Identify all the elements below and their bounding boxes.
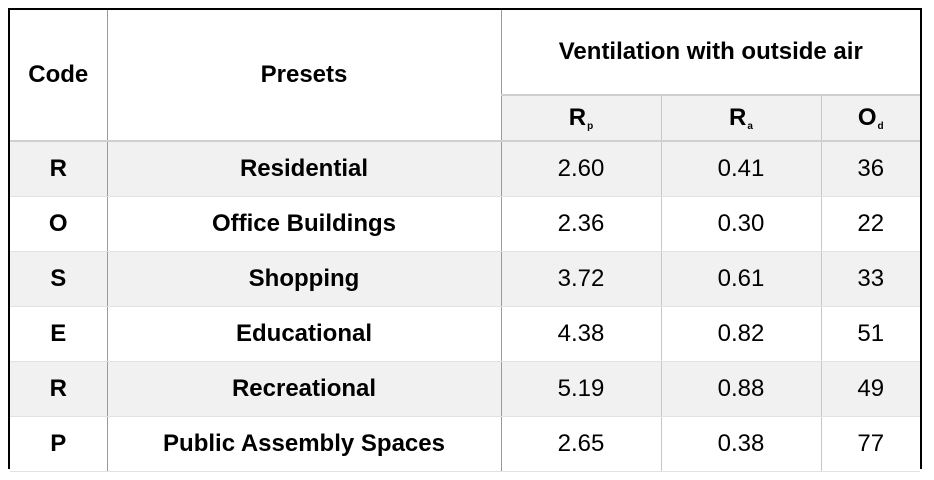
ra-cell: 0.88: [661, 361, 822, 417]
presets-header: Presets: [107, 10, 502, 142]
rp-header-subscript: p: [587, 121, 594, 132]
table-row: R Residential 2.60 0.41 36: [10, 141, 921, 197]
rp-cell: 2.65: [501, 416, 662, 472]
code-cell: E: [10, 306, 108, 362]
code-cell: O: [10, 196, 108, 252]
code-cell: S: [10, 251, 108, 307]
od-cell: 49: [821, 361, 921, 417]
ra-header-subscript: a: [747, 121, 753, 132]
code-cell: R: [10, 361, 108, 417]
table-row: S Shopping 3.72 0.61 33: [10, 251, 921, 307]
header-row: Code Presets Ventilation with outside ai…: [10, 10, 921, 142]
ra-cell: 0.38: [661, 416, 822, 472]
ventilation-table: Code Presets Ventilation with outside ai…: [10, 10, 921, 472]
od-cell: 33: [821, 251, 921, 307]
ra-header-letter: R: [729, 104, 747, 131]
ventilation-group-header: Ventilation with outside air: [501, 10, 921, 96]
rp-cell: 3.72: [501, 251, 662, 307]
rp-cell: 4.38: [501, 306, 662, 362]
preset-cell: Residential: [107, 141, 502, 197]
rp-cell: 5.19: [501, 361, 662, 417]
table-row: P Public Assembly Spaces 2.65 0.38 77: [10, 416, 921, 472]
od-cell: 51: [821, 306, 921, 362]
preset-cell: Public Assembly Spaces: [107, 416, 502, 472]
ventilation-table-frame: Code Presets Ventilation with outside ai…: [8, 8, 922, 472]
table-row: E Educational 4.38 0.82 51: [10, 306, 921, 362]
table-row: O Office Buildings 2.36 0.30 22: [10, 196, 921, 252]
ra-cell: 0.41: [661, 141, 822, 197]
preset-cell: Recreational: [107, 361, 502, 417]
code-header: Code: [10, 10, 108, 142]
ra-header: Ra: [661, 95, 822, 142]
preset-cell: Office Buildings: [107, 196, 502, 252]
code-cell: R: [10, 141, 108, 197]
rp-cell: 2.36: [501, 196, 662, 252]
subheader-row: Rp Ra Od: [10, 95, 921, 142]
od-cell: 36: [821, 141, 921, 197]
ra-cell: 0.82: [661, 306, 822, 362]
preset-cell: Shopping: [107, 251, 502, 307]
od-header: Od: [821, 95, 921, 142]
rp-header-letter: R: [568, 104, 587, 131]
rp-cell: 2.60: [501, 141, 662, 197]
od-header-letter: O: [857, 104, 877, 131]
rp-header: Rp: [501, 95, 662, 142]
code-cell: P: [10, 416, 108, 472]
ra-cell: 0.61: [661, 251, 822, 307]
table-row: R Recreational 5.19 0.88 49: [10, 361, 921, 417]
preset-cell: Educational: [107, 306, 502, 362]
od-header-subscript: d: [877, 121, 884, 132]
ra-cell: 0.30: [661, 196, 822, 252]
od-cell: 22: [821, 196, 921, 252]
od-cell: 77: [821, 416, 921, 472]
